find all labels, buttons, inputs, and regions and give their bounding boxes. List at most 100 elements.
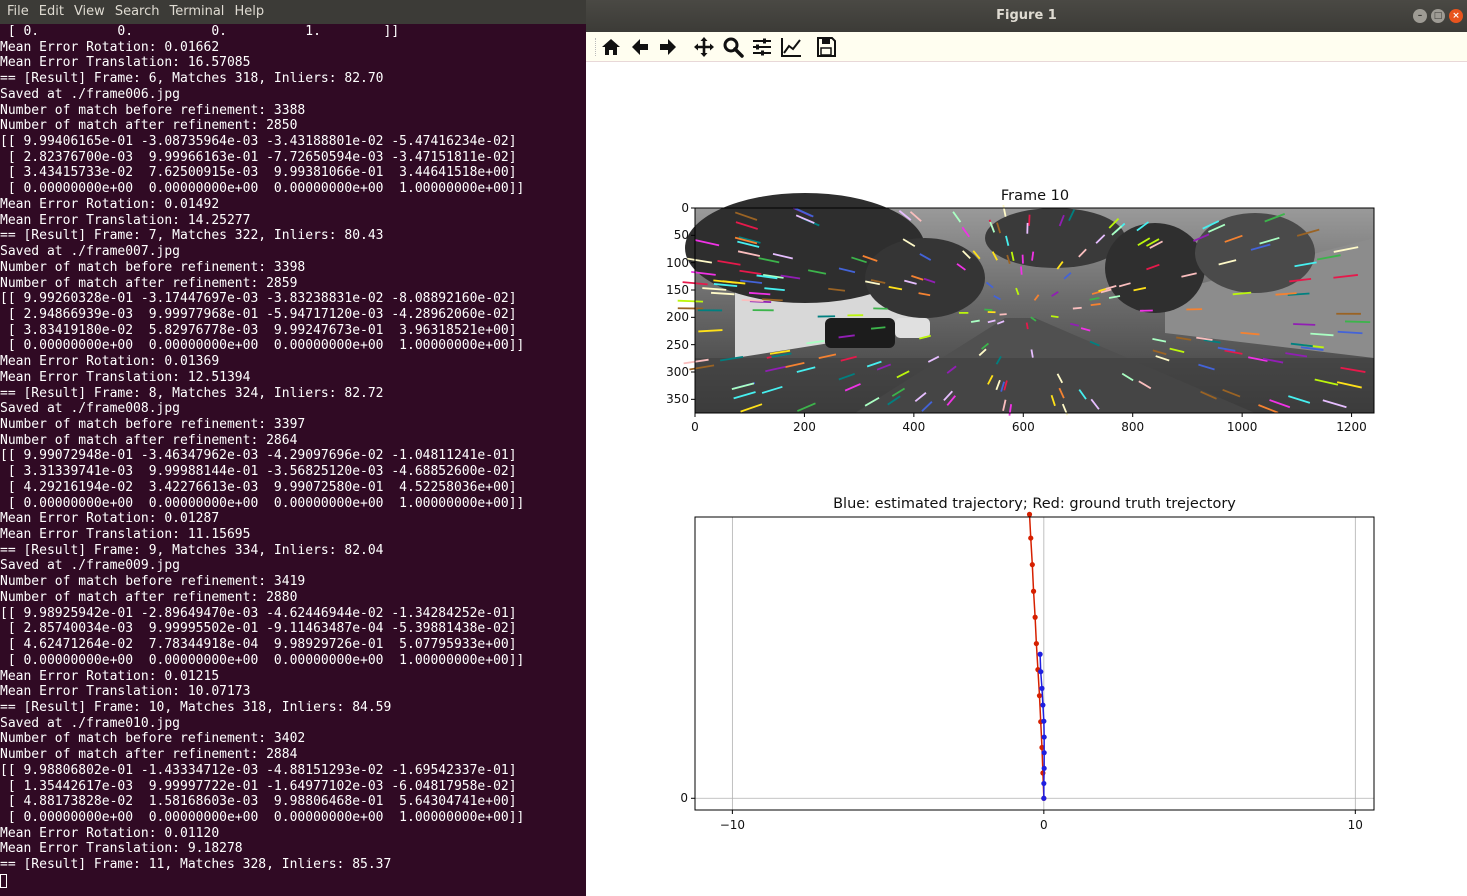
terminal-line: [[ 9.99406165e-01 -3.08735964e-03 -3.431… [0,134,517,150]
terminal-line: [ 4.29216194e-02 3.42276613e-03 9.990725… [0,479,517,495]
menu-search[interactable]: Search [114,4,160,19]
x-tick-label: 800 [1121,420,1145,434]
frame-image-plot[interactable] [586,0,1467,896]
terminal-window[interactable]: File Edit View Search Terminal Help [ 0.… [0,0,586,896]
terminal-line: == [Result] Frame: 8, Matches 324, Inlie… [0,385,384,401]
forward-arrow-icon[interactable] [657,36,679,58]
terminal-line: Mean Error Rotation: 0.01120 [0,825,220,841]
figure-titlebar[interactable]: Figure 1 – □ × [586,0,1467,32]
frame-image [685,193,1374,413]
window-title: Figure 1 [996,8,1057,23]
y-tick-label: 200 [666,310,689,325]
y-tick-label: 150 [666,283,689,297]
terminal-output[interactable]: [ 0. 0. 0. 1. ]] Mean Error Rotation: 0.0… [0,24,586,896]
terminal-line: [ 0.00000000e+00 0.00000000e+00 0.000000… [0,181,525,197]
terminal-line: Saved at ./frame006.jpg [0,86,181,102]
configure-subplots-icon[interactable] [751,36,773,58]
terminal-line: [ 4.88173828e-02 1.58168603e-03 9.988064… [0,794,517,810]
terminal-line: Mean Error Rotation: 0.01662 [0,39,220,55]
frame-plot-title: Frame 10 [1000,188,1070,204]
menu-terminal[interactable]: Terminal [169,4,225,19]
menu-help[interactable]: Help [234,4,265,19]
terminal-line: Mean Error Rotation: 0.01369 [0,354,220,370]
terminal-line: [ 0.00000000e+00 0.00000000e+00 0.000000… [0,495,525,511]
x-tick-label: 1200 [1336,420,1367,434]
figure-toolbar [586,32,1467,62]
terminal-line: [ 0. 0. 0. 1. ]] [0,24,400,39]
x-tick-label: 0 [691,420,699,434]
back-arrow-icon[interactable] [629,36,651,58]
terminal-line: Saved at ./frame009.jpg [0,558,181,574]
x-tick-label: −10 [719,818,746,832]
maximize-icon[interactable]: □ [1431,9,1445,23]
trajectory-plot-title: Blue: estimated trajectory; Red: ground … [833,496,1236,512]
terminal-line: [ 3.43415733e-02 7.62500915e-03 9.993810… [0,165,517,181]
x-tick-label: 1000 [1226,420,1258,434]
terminal-line: Saved at ./frame007.jpg [0,244,181,260]
terminal-line: Mean Error Rotation: 0.01287 [0,511,220,527]
y-tick-label: 250 [666,337,689,352]
menu-file[interactable]: File [7,4,29,19]
terminal-line: [ 1.35442617e-03 9.99997722e-01 -1.64977… [0,778,517,794]
terminal-line: Mean Error Translation: 11.15695 [0,527,251,543]
edit-axis-icon[interactable] [780,36,802,58]
terminal-line: Mean Error Translation: 10.07173 [0,684,251,700]
terminal-line: Mean Error Translation: 14.25277 [0,212,251,228]
x-tick-label: 400 [902,420,926,434]
terminal-line: [[ 9.99072948e-01 -3.46347962e-03 -4.290… [0,448,517,464]
terminal-line: [[ 9.99260328e-01 -3.17447697e-03 -3.832… [0,291,517,307]
terminal-line: [ 0.00000000e+00 0.00000000e+00 0.000000… [0,652,525,668]
terminal-line: Number of match before refinement: 3388 [0,102,306,118]
zoom-icon[interactable] [722,36,744,58]
terminal-line: == [Result] Frame: 6, Matches 318, Inlie… [0,71,384,87]
terminal-line: [ 3.31339741e-03 9.99988144e-01 -3.56825… [0,464,517,480]
home-icon[interactable] [600,36,622,58]
terminal-line: [ 4.62471264e-02 7.78344918e-04 9.989297… [0,637,517,653]
terminal-line: Mean Error Translation: 9.18278 [0,841,243,857]
terminal-line: Number of match before refinement: 3419 [0,574,306,590]
terminal-line: Number of match after refinement: 2859 [0,275,298,291]
terminal-line: Saved at ./frame008.jpg [0,401,181,417]
x-tick-label: 200 [792,420,816,434]
terminal-line: [ 2.85740034e-03 9.99995502e-01 -9.11463… [0,621,517,637]
menu-view[interactable]: View [73,4,105,19]
terminal-line: Number of match after refinement: 2850 [0,118,298,134]
minimize-icon[interactable]: – [1413,9,1427,23]
terminal-line: == [Result] Frame: 7, Matches 322, Inlie… [0,228,384,244]
y-tick-label: 100 [666,255,689,270]
x-tick-label: 10 [1347,818,1363,832]
y-tick-label: 350 [666,392,689,407]
y-tick-label: 300 [666,365,689,379]
terminal-line: Number of match before refinement: 3397 [0,417,306,432]
terminal-line: Saved at ./frame010.jpg [0,715,181,731]
terminal-line: [ 0.00000000e+00 0.00000000e+00 0.000000… [0,810,525,825]
y-tick-label: 50 [673,228,689,243]
terminal-line: Mean Error Rotation: 0.01492 [0,196,220,212]
terminal-line: Mean Error Translation: 12.51394 [0,369,251,385]
terminal-line: Number of match before refinement: 3402 [0,731,306,747]
terminal-line: == [Result] Frame: 11, Matches 328, Inli… [0,857,392,873]
menu-edit[interactable]: Edit [38,4,64,19]
terminal-cursor [0,873,7,888]
terminal-line: Number of match after refinement: 2880 [0,589,298,605]
terminal-line: [[ 9.98925942e-01 -2.89649470e-03 -4.624… [0,605,517,621]
terminal-line: == [Result] Frame: 9, Matches 334, Inlie… [0,542,384,558]
y-tick-label: 0 [681,201,689,215]
close-icon[interactable]: × [1449,9,1463,23]
terminal-line: == [Result] Frame: 10, Matches 318, Inli… [0,699,392,715]
y-tick-label: 0 [680,791,688,806]
feature-matches [677,204,1371,416]
x-tick-label: 0 [1040,818,1048,832]
terminal-line: [ 2.94866939e-03 9.99977968e-01 -5.94717… [0,306,517,322]
toolbar-grip [595,38,598,56]
terminal-menubar: File Edit View Search Terminal Help [0,0,586,24]
terminal-line: [[ 9.98806802e-01 -1.43334712e-03 -4.881… [0,762,517,778]
save-icon[interactable] [815,36,837,58]
terminal-line: [ 2.82376700e-03 9.99966163e-01 -7.72650… [0,149,517,165]
terminal-line: Number of match after refinement: 2864 [0,432,298,448]
terminal-line: Number of match before refinement: 3398 [0,259,306,275]
terminal-line: [ 3.83419180e-02 5.82976778e-03 9.992476… [0,322,517,338]
terminal-line: Number of match after refinement: 2884 [0,747,298,763]
pan-icon[interactable] [693,36,715,58]
terminal-line: [ 0.00000000e+00 0.00000000e+00 0.000000… [0,338,525,354]
